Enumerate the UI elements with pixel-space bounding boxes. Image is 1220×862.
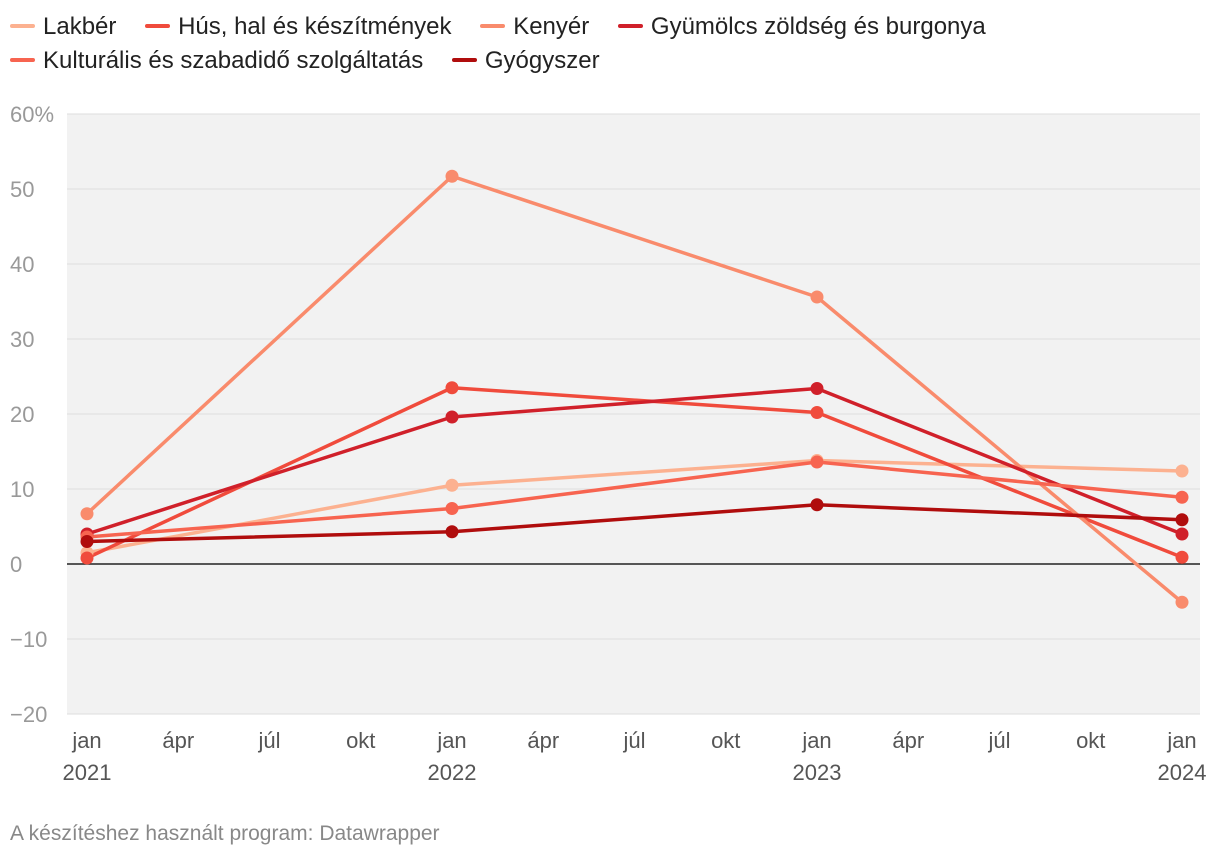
data-point xyxy=(1175,595,1189,609)
x-tick-label: okt xyxy=(1076,728,1105,753)
legend-label: Kulturális és szabadidő szolgáltatás xyxy=(43,47,424,74)
x-tick-label: júl xyxy=(987,728,1010,753)
legend-swatch xyxy=(617,23,643,28)
data-point xyxy=(810,406,824,419)
legend-label: Lakbér xyxy=(43,13,117,40)
legend-swatch xyxy=(480,23,506,28)
x-tick-label: jan xyxy=(436,728,466,753)
y-tick-label: 30 xyxy=(10,327,34,352)
x-tick-year-label: 2021 xyxy=(63,760,112,785)
x-tick-year-label: 2022 xyxy=(428,760,477,785)
x-tick-label: okt xyxy=(711,728,740,753)
data-point xyxy=(445,502,459,515)
x-tick-label: ápr xyxy=(527,728,559,753)
data-point xyxy=(445,525,459,539)
y-tick-label: 0 xyxy=(10,552,22,577)
data-point xyxy=(810,455,824,469)
y-tick-label: −10 xyxy=(10,627,47,652)
data-point xyxy=(445,381,459,395)
legend-swatch xyxy=(145,23,171,28)
legend-label: Hús, hal és készítmények xyxy=(178,13,452,40)
data-point xyxy=(1175,527,1189,541)
x-tick-label: okt xyxy=(346,728,375,753)
y-tick-label: 60% xyxy=(10,102,54,127)
data-point xyxy=(445,169,459,183)
legend-swatch xyxy=(10,23,35,28)
legend-item-hus[interactable]: Hús, hal és készítmények xyxy=(145,10,452,44)
x-tick-label: júl xyxy=(622,728,645,753)
x-tick-label: júl xyxy=(257,728,280,753)
data-point xyxy=(445,478,459,492)
series-line xyxy=(85,460,1184,539)
x-tick-label: ápr xyxy=(892,728,924,753)
data-point xyxy=(1175,550,1189,564)
series-line xyxy=(85,386,1184,536)
data-point xyxy=(1175,513,1189,527)
x-tick-label: ápr xyxy=(162,728,194,753)
x-tick-label: jan xyxy=(801,728,831,753)
y-tick-label: 20 xyxy=(10,402,34,427)
data-point xyxy=(445,410,459,424)
data-point xyxy=(810,290,824,304)
series-line xyxy=(85,174,1184,604)
y-tick-label: 10 xyxy=(10,477,34,502)
data-point xyxy=(1175,490,1189,504)
legend-item-kulturalis[interactable]: Kulturális és szabadidő szolgáltatás xyxy=(10,44,423,78)
legend-swatch xyxy=(10,57,35,62)
y-tick-label: 50 xyxy=(10,177,34,202)
data-point xyxy=(80,507,94,521)
x-tick-label: jan xyxy=(71,728,101,753)
legend-label: Gyógyszer xyxy=(484,47,600,74)
data-point xyxy=(1175,464,1189,478)
data-point xyxy=(80,551,94,565)
data-point xyxy=(810,498,824,512)
y-tick-label: −20 xyxy=(10,702,47,727)
legend-label: Gyümölcs zöldség és burgonya xyxy=(650,13,986,40)
legend-item-lakber[interactable]: Lakbér xyxy=(10,10,116,44)
legend-item-gyogyszer[interactable]: Gyógyszer xyxy=(451,44,600,78)
x-tick-year-label: 2024 xyxy=(1158,760,1207,785)
footer-credit: A készítéshez használt program: Datawrap… xyxy=(10,822,440,845)
y-tick-label: 40 xyxy=(10,252,34,277)
data-point xyxy=(80,535,94,548)
legend-swatch xyxy=(451,57,477,62)
x-tick-label: jan xyxy=(1166,728,1196,753)
data-point xyxy=(810,382,824,395)
legend-item-kenyer[interactable]: Kenyér xyxy=(480,10,589,44)
series-line xyxy=(85,386,1184,560)
legend-item-gyumolcs[interactable]: Gyümölcs zöldség és burgonya xyxy=(617,10,986,44)
series-line xyxy=(85,458,1184,555)
legend-label: Kenyér xyxy=(513,13,590,40)
chart-legend: Lakbér Hús, hal és készítmények Kenyér G… xyxy=(10,10,1210,78)
series-line xyxy=(85,503,1184,544)
x-tick-year-label: 2023 xyxy=(793,760,842,785)
line-chart: 60% 50 40 30 20 10 0 −10 −20 jan 2021 ápr júl okt jan 2… xyxy=(10,102,1207,785)
